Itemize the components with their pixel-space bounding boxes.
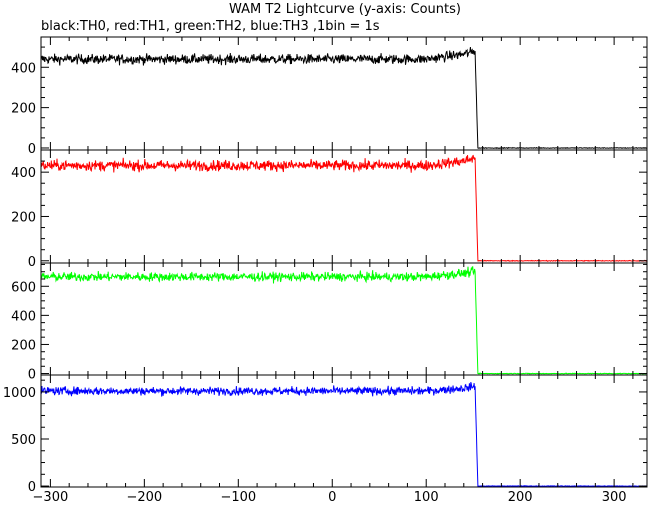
series-line-th2 bbox=[40, 266, 647, 375]
panel-th0: 0 200 400 bbox=[11, 36, 648, 157]
y-tick-label: 0 bbox=[28, 480, 36, 495]
y-tick-label: 200 bbox=[11, 102, 36, 117]
y-tick-label: 400 bbox=[11, 166, 36, 181]
panel-frame bbox=[40, 374, 648, 488]
chart-subtitle: black:TH0, red:TH1, green:TH2, blue:TH3 … bbox=[41, 19, 380, 34]
series-line-th1 bbox=[40, 154, 648, 263]
y-tick-label: 200 bbox=[11, 338, 36, 353]
panel-th1: 0 200 400 bbox=[11, 149, 648, 270]
y-tick-label: 0 bbox=[28, 255, 36, 270]
chart-title: WAM T2 Lightcurve (y-axis: Counts) bbox=[229, 2, 461, 17]
x-tick-label: 0 bbox=[328, 490, 336, 505]
panel-th3: 0 500 1000 bbox=[3, 374, 648, 495]
x-tick-label: −100 bbox=[220, 490, 256, 505]
x-tick-label: 300 bbox=[602, 490, 627, 505]
y-tick-label: 400 bbox=[11, 61, 36, 76]
panel-frame bbox=[40, 36, 648, 151]
x-tick-label: 100 bbox=[414, 490, 439, 505]
y-tick-label: 600 bbox=[11, 280, 36, 295]
x-tick-label: −300 bbox=[33, 490, 69, 505]
y-tick-label: 500 bbox=[11, 433, 36, 448]
y-tick-label: 400 bbox=[11, 309, 36, 324]
series-line-th0 bbox=[40, 46, 647, 150]
x-tick-label: 200 bbox=[508, 490, 533, 505]
y-tick-label: 200 bbox=[11, 210, 36, 225]
x-tick-label: −200 bbox=[126, 490, 162, 505]
panel-frame bbox=[40, 262, 648, 376]
y-tick-label: 0 bbox=[28, 142, 36, 157]
series-line-th3 bbox=[40, 382, 648, 488]
panel-th2: 0 200 400 600 bbox=[11, 262, 648, 383]
y-tick-label: 1000 bbox=[3, 386, 36, 401]
y-tick-label: 0 bbox=[28, 368, 36, 383]
